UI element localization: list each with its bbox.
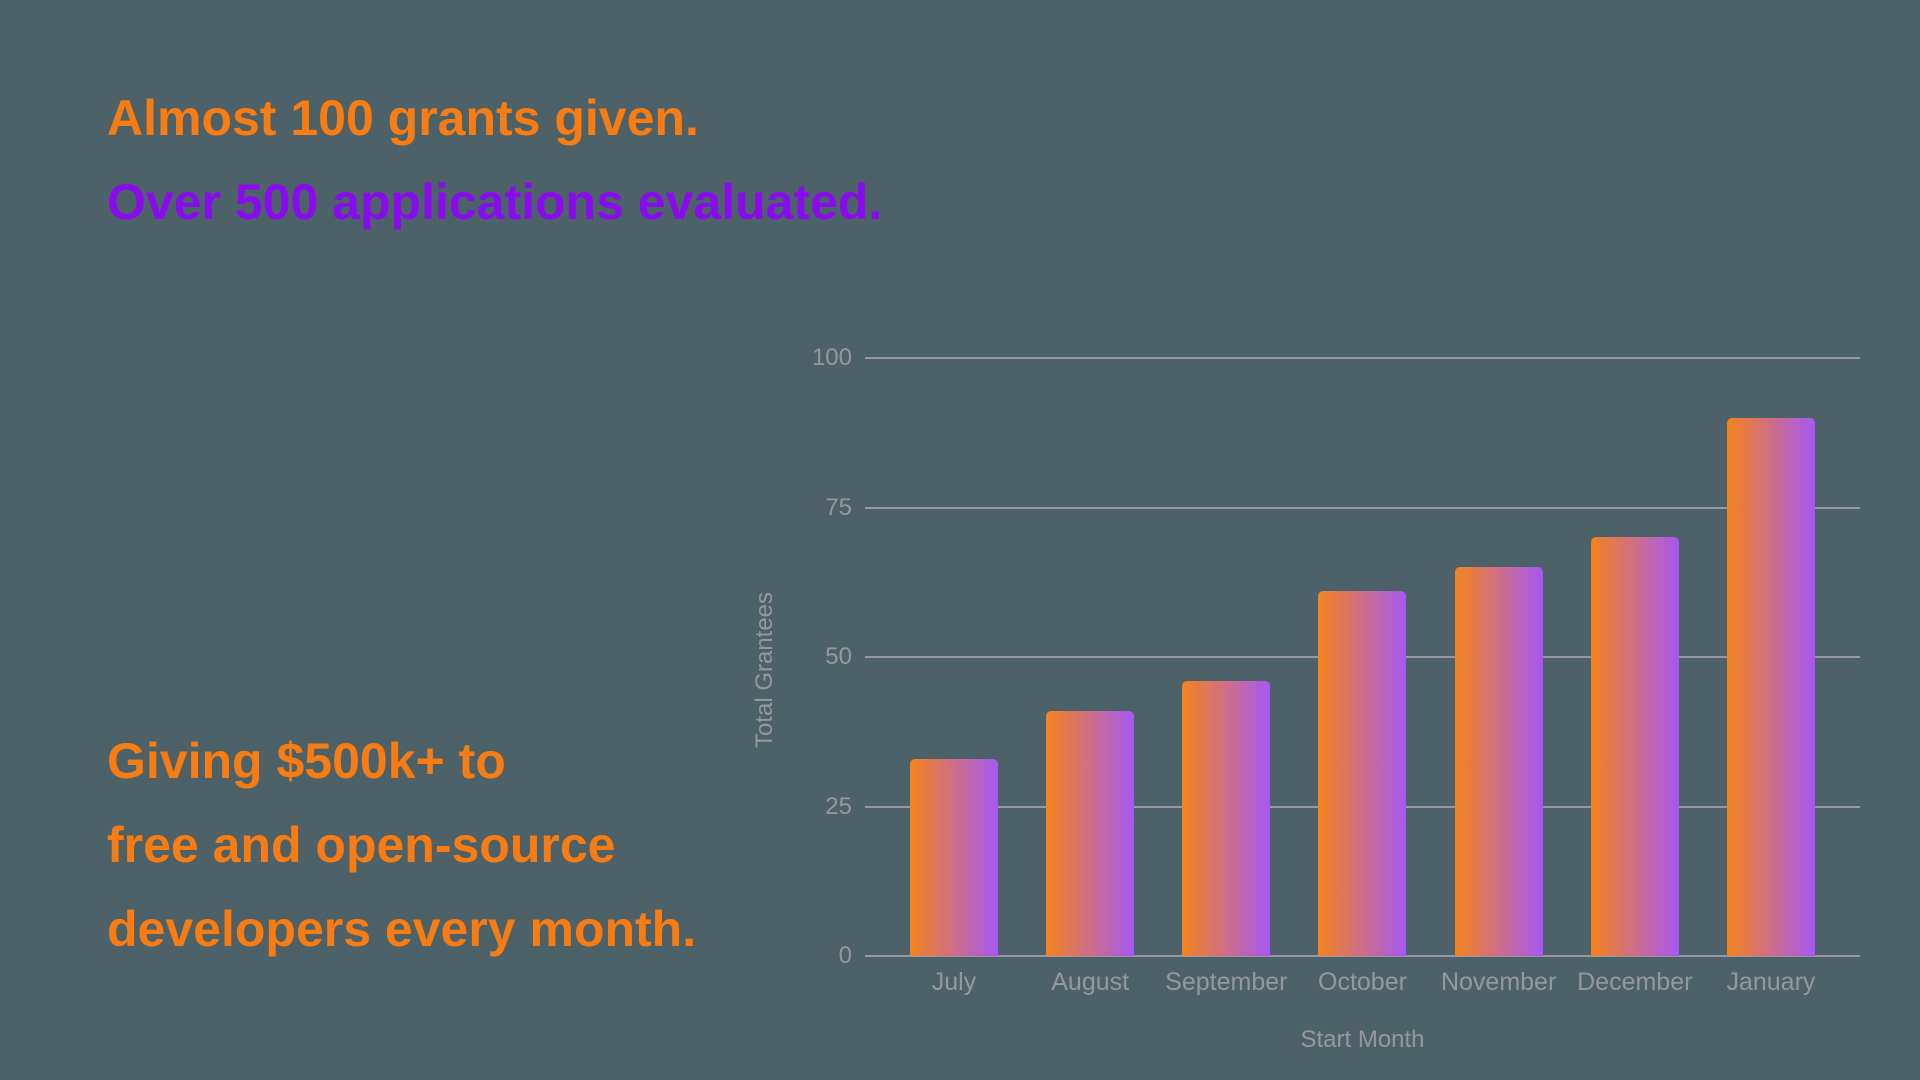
y-tick-label-0: 0 [838, 942, 852, 969]
gridline-100 [865, 357, 1860, 359]
bar-august [1046, 710, 1135, 956]
x-tick-label-july: July [931, 968, 977, 996]
band-november: November [1431, 358, 1567, 996]
band-october: October [1294, 358, 1430, 996]
band-december: December [1567, 358, 1703, 996]
plot-area: 0 25 50 75 100 July August September October Nov… [812, 344, 1860, 996]
x-tick-label-september: September [1165, 968, 1288, 996]
bar-january [1726, 417, 1815, 956]
stats-text: Giving $500k+ to free and open-source de… [107, 719, 696, 971]
x-tick-label-december: December [1577, 968, 1693, 996]
y-tick-label-100: 100 [811, 344, 852, 371]
gridline-0 [865, 955, 1860, 957]
bar-july [910, 758, 998, 956]
y-axis-title: Total Grantees [751, 591, 778, 749]
y-tick-label-75: 75 [825, 493, 852, 521]
bar-september [1182, 680, 1271, 956]
y-tick-label-25: 25 [825, 792, 852, 820]
stats-line-3: developers every month. [107, 901, 697, 957]
band-august: August [1022, 358, 1158, 996]
headline-grants-line: Almost 100 grants given. [107, 90, 699, 146]
bars-container: July August September October November Decemb… [865, 358, 1860, 996]
headline: Almost 100 grants given. Over 500 applic… [107, 76, 882, 244]
y-tick-label-50: 50 [825, 643, 852, 670]
gridline-75 [865, 506, 1860, 509]
stats-line-2: free and open-source [107, 817, 616, 873]
bar-november [1454, 567, 1543, 956]
band-july: July [886, 358, 1022, 996]
stats-line-1: Giving $500k+ to [107, 733, 506, 789]
x-tick-label-november: November [1440, 968, 1557, 996]
x-tick-label-january: January [1726, 968, 1816, 996]
x-tick-label-october: October [1318, 968, 1407, 996]
band-january: January [1703, 358, 1839, 996]
band-september: September [1158, 358, 1294, 996]
x-axis-title: Start Month [1300, 1026, 1425, 1053]
x-tick-label-august: August [1051, 968, 1130, 996]
bar-october [1318, 591, 1407, 956]
headline-applications-line: Over 500 applications evaluated. [107, 174, 883, 230]
bar-december [1590, 537, 1679, 956]
